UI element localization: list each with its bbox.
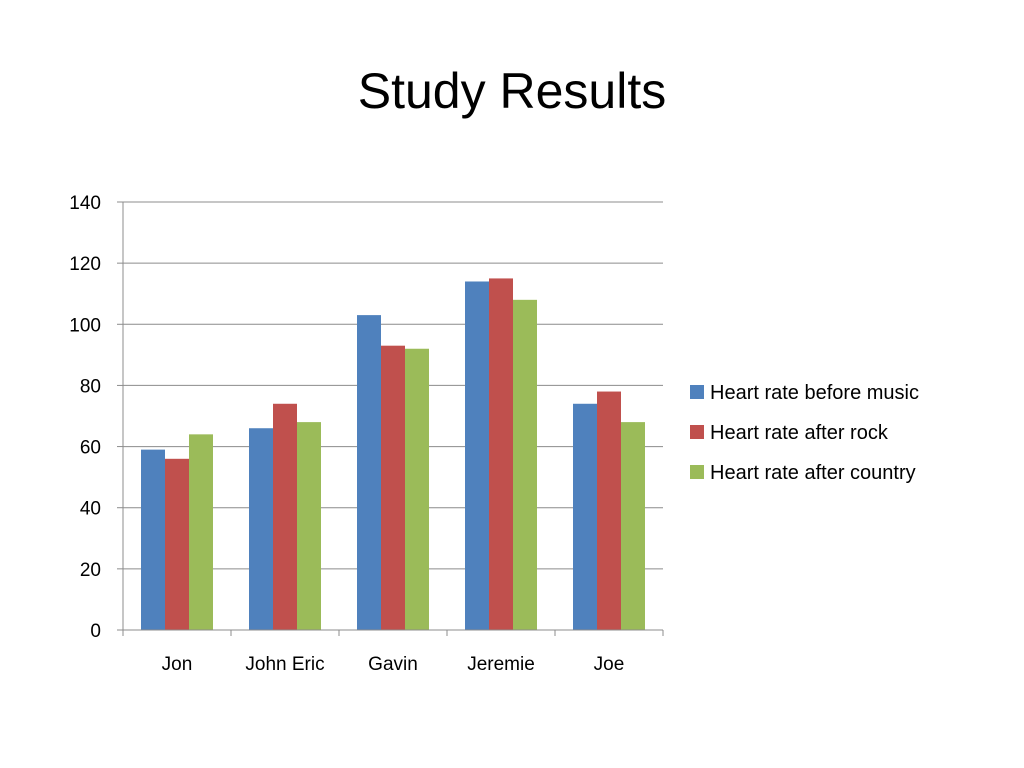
bar-jeremie-series-1 <box>465 281 489 630</box>
y-tick-label: 0 <box>90 621 101 642</box>
axes <box>117 201 664 636</box>
bar-jon-series-3 <box>189 434 213 630</box>
bar-john-eric-series-3 <box>297 422 321 630</box>
legend-swatch <box>690 385 704 399</box>
bar-jon-series-2 <box>165 458 189 630</box>
legend-label: Heart rate before music <box>710 382 919 404</box>
y-tick-label: 40 <box>80 499 101 520</box>
bar-gavin-series-1 <box>357 315 381 630</box>
legend-label: Heart rate after rock <box>710 422 889 444</box>
y-tick-label: 60 <box>80 438 101 459</box>
y-tick-label: 100 <box>69 315 101 336</box>
tick-labels: 0 20 40 60 80 100 120 140 Jon John Eric Gavin Jerem… <box>69 193 624 675</box>
x-tick-label: Gavin <box>368 654 418 675</box>
y-tick-label: 20 <box>80 560 101 581</box>
bar-john-eric-series-2 <box>273 403 297 630</box>
bar-joe-series-3 <box>621 422 645 630</box>
legend-label: Heart rate after country <box>710 462 916 484</box>
bar-gavin-series-3 <box>405 348 429 630</box>
y-tick-label: 80 <box>80 376 101 397</box>
legend-swatch <box>690 425 704 439</box>
legend-swatch <box>690 465 704 479</box>
x-tick-label: Jeremie <box>467 654 535 675</box>
x-tick-label: Jon <box>162 654 193 675</box>
bar-john-eric-series-1 <box>249 428 273 630</box>
bar-gavin-series-2 <box>381 345 405 630</box>
x-tick-label: John Eric <box>245 654 324 675</box>
bar-jeremie-series-2 <box>489 278 513 630</box>
x-tick-label: Joe <box>594 654 625 675</box>
legend: Heart rate before music Heart rate after … <box>690 382 919 484</box>
chart-title: Study Results <box>357 63 667 119</box>
bar-joe-series-1 <box>573 403 597 630</box>
bar-joe-series-2 <box>597 391 621 630</box>
bars <box>141 278 645 630</box>
y-tick-label: 120 <box>69 254 101 275</box>
bar-jon-series-1 <box>141 449 165 630</box>
bar-jeremie-series-3 <box>513 299 537 630</box>
y-tick-label: 140 <box>69 193 101 214</box>
